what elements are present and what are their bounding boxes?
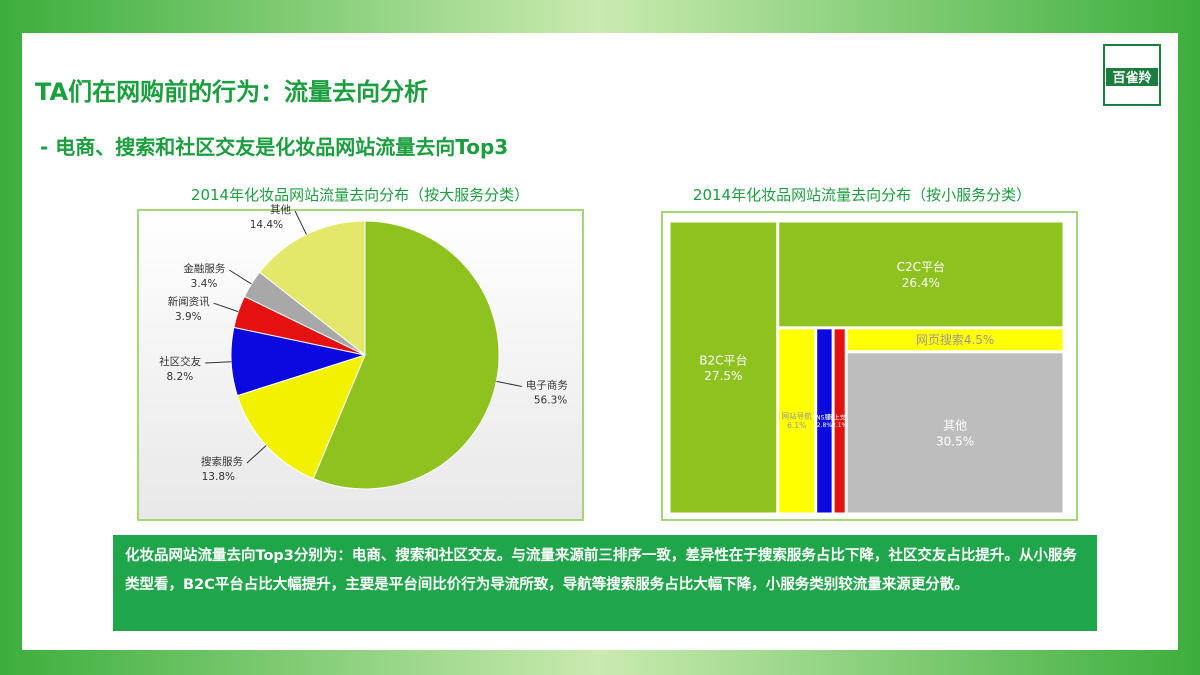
leader-line xyxy=(246,445,267,464)
cell-name: 网页搜索 xyxy=(916,331,964,346)
slide-subtitle: - 电商、搜索和社区交友是化妆品网站流量去向Top3 xyxy=(40,135,508,159)
slice-value-label: 14.4% xyxy=(250,219,283,231)
treemap-cell xyxy=(779,222,1063,327)
leader-line xyxy=(229,269,252,285)
cell-value-label: 2.1% xyxy=(832,422,848,429)
pie-slice xyxy=(258,220,366,357)
treemap-cell xyxy=(834,329,845,513)
slice-label: 搜索服务 xyxy=(201,455,243,468)
treemap-cell xyxy=(847,329,1063,351)
leader-line xyxy=(205,361,232,364)
cell-value-label: 2.8% xyxy=(817,422,833,429)
cell-label: SNS服务 2.8% xyxy=(812,413,836,429)
slice-value-label: 3.9% xyxy=(175,311,202,323)
chart-title: 2014年化妆品网站流量去向分布（按小服务分类） xyxy=(693,186,1031,204)
chart-title: 2014年化妆品网站流量去向分布（按大服务分类） xyxy=(191,186,529,204)
slice-value-label: 8.2% xyxy=(167,371,194,383)
slice-label: 新闻资讯 xyxy=(168,295,210,308)
treemap-cell xyxy=(817,329,832,513)
slice-value-label: 56.3% xyxy=(534,394,567,406)
cell-label: 其他 30.5% xyxy=(936,418,974,448)
cell-value-label: 27.5% xyxy=(704,368,742,382)
cell-name: B2C平台 xyxy=(699,352,747,367)
slice-label: 其他 xyxy=(270,203,291,216)
cell-label: 网站导航 6.1% xyxy=(782,410,813,430)
cell-label: 网上支付 2.1% xyxy=(828,413,852,429)
slice-label: 社区交友 xyxy=(159,355,201,368)
cell-label: 网页搜索4.5% xyxy=(916,331,995,346)
slice-value-label: 13.8% xyxy=(202,471,235,483)
logo: 百雀羚 xyxy=(1112,70,1152,86)
cell-value-label: 26.4% xyxy=(902,275,940,289)
cell-name: 其他 xyxy=(943,418,967,432)
slide-title: TA们在网购前的行为：流量去向分析 xyxy=(35,78,428,106)
treemap-cell xyxy=(779,329,815,513)
slice-label: 金融服务 xyxy=(183,262,225,275)
cell-name: C2C平台 xyxy=(897,259,945,274)
treemap-cell xyxy=(670,222,777,513)
logo-band xyxy=(1106,68,1158,86)
summary-box: 化妆品网站流量去向Top3分别为：电商、搜索和社区交友。与流量来源前三排序一致，… xyxy=(113,535,1097,631)
cell-label: C2C平台 26.4% xyxy=(897,259,945,290)
cell-name: 网站导航 xyxy=(782,410,813,420)
slice-label: 电子商务 xyxy=(526,378,568,391)
cell-value-label: 6.1% xyxy=(787,421,806,430)
cell-label: B2C平台 27.5% xyxy=(699,352,747,383)
leader-line xyxy=(213,302,239,313)
cell-name: 网上支付 xyxy=(828,413,852,421)
cell-value-label: 30.5% xyxy=(936,434,974,448)
cell-name: SNS服务 xyxy=(812,413,836,421)
cell-value-label: 4.5% xyxy=(964,332,995,346)
treemap-cell xyxy=(847,353,1063,513)
leader-line xyxy=(294,210,307,235)
leader-line xyxy=(496,380,522,387)
slice-value-label: 3.4% xyxy=(191,278,218,290)
